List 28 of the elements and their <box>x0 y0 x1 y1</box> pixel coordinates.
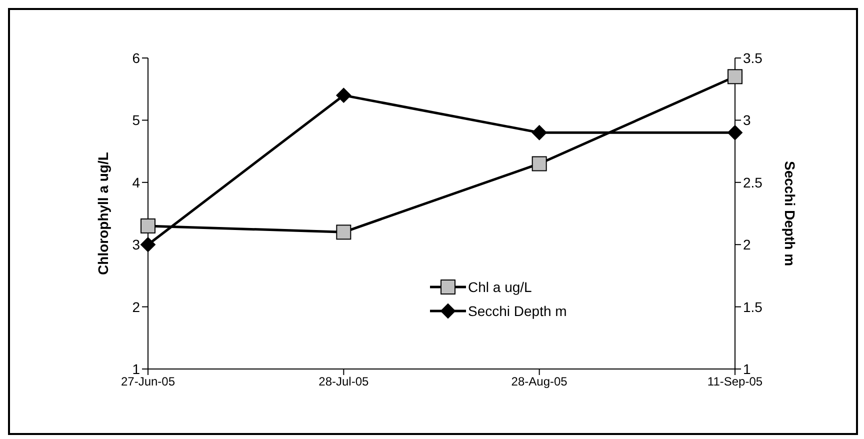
y2-tick-label: 2 <box>743 236 751 253</box>
y-tick-label: 4 <box>132 174 140 190</box>
point <box>728 125 742 140</box>
legend-label: Chl a ug/L <box>468 278 532 297</box>
y-tick-label: 1 <box>132 360 140 377</box>
point <box>728 69 742 84</box>
legend-label: Secchi Depth m <box>468 302 567 321</box>
x-tick-label: 28-Aug-05 <box>511 374 568 389</box>
point <box>532 125 547 140</box>
y2-tick-label: 2.5 <box>743 174 763 190</box>
y2-tick-label: 1.5 <box>743 298 763 315</box>
x-tick-label: 27-Jun-05 <box>120 374 176 389</box>
y-axis-title: Chlorophyll a ug/L <box>94 152 111 275</box>
x-tick-label: 28-Jul-05 <box>318 374 370 389</box>
point <box>140 237 156 252</box>
y-tick-label: 3 <box>132 236 140 253</box>
y2-tick-label: 1 <box>743 360 751 377</box>
x-tick-label: 11-Sep-05 <box>707 374 763 389</box>
point <box>336 88 352 103</box>
point <box>140 218 156 234</box>
point <box>336 224 352 240</box>
y2-axis-title: Secchi Depth m <box>782 160 798 266</box>
y-tick-label: 2 <box>132 298 140 315</box>
y2-tick-label: 3 <box>743 112 751 128</box>
y-tick-label: 5 <box>132 112 140 128</box>
point <box>532 156 547 172</box>
y-tick-label: 6 <box>132 50 140 66</box>
y2-tick-label: 3.5 <box>743 50 763 66</box>
